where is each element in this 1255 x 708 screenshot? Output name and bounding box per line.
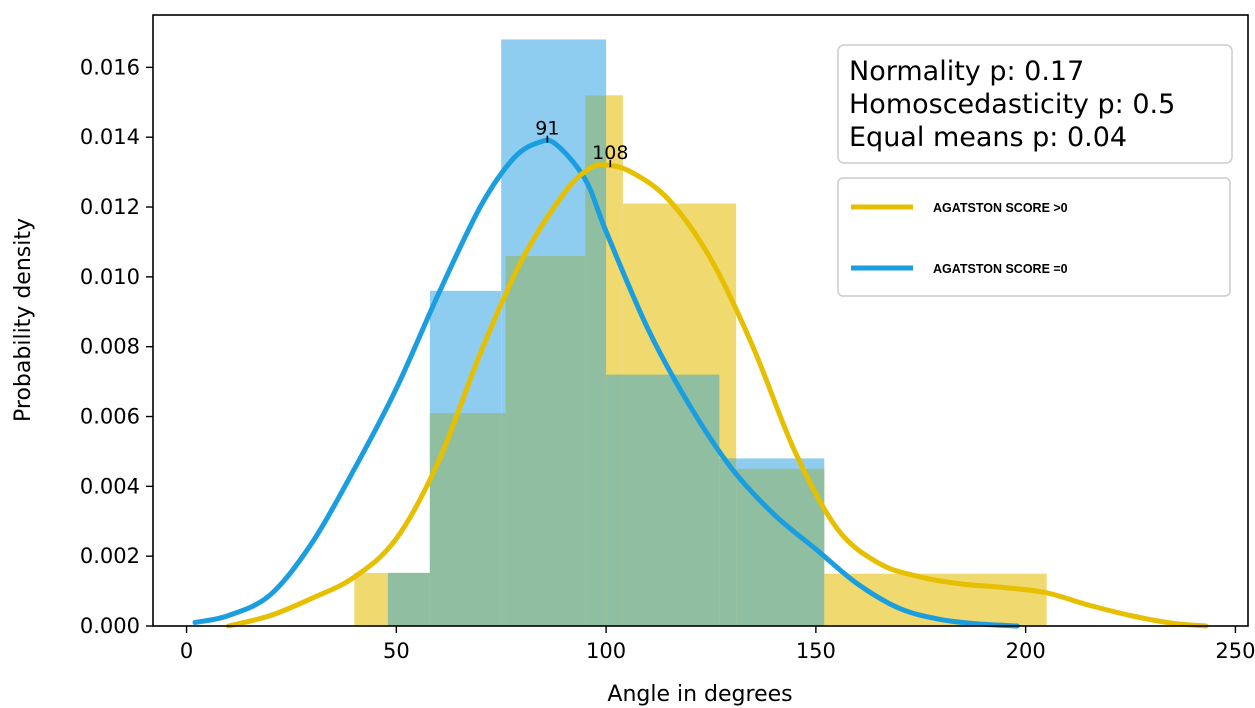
x-axis-label: Angle in degrees [607,682,792,707]
y-tick-label-5: 0.010 [80,265,140,289]
hist-overlap-1 [388,573,430,626]
legend-label-score-zero: AGATSTON SCORE =0 [933,262,1068,276]
y-axis-ticks: 0.000 0.002 0.004 0.006 0.008 0.010 0.012 0.014… [80,55,153,638]
hist-overlap-8 [719,458,736,626]
y-tick-label-6: 0.012 [80,195,140,219]
y-tick-label-1: 0.002 [80,544,140,568]
x-axis-ticks: 0 50 100 150 200 250 [180,626,1255,663]
legend-frame [838,178,1230,296]
stats-box: Normality p: 0.17 Homoscedasticity p: 0.… [838,45,1232,163]
hist-overlap-3 [501,413,505,626]
peak-label-series0: 91 [535,118,559,140]
x-tick-label-3: 150 [796,639,836,663]
x-tick-label-4: 200 [1006,639,1046,663]
y-tick-label-0: 0.000 [80,614,140,638]
y-tick-label-2: 0.004 [80,474,140,498]
y-tick-label-8: 0.016 [80,55,140,79]
legend-label-score-positive: AGATSTON SCORE >0 [933,201,1068,215]
stats-homoscedasticity: Homoscedasticity p: 0.5 [849,89,1175,120]
x-tick-label-2: 100 [586,639,626,663]
x-tick-label-5: 250 [1215,639,1255,663]
y-tick-label-7: 0.014 [80,125,140,149]
stats-normality: Normality p: 0.17 [849,56,1084,87]
y-tick-label-4: 0.008 [80,335,140,359]
stats-equal-means: Equal means p: 0.04 [849,122,1127,153]
hist-overlap-7 [623,375,719,626]
x-tick-label-0: 0 [180,639,193,663]
x-tick-label-1: 50 [383,639,410,663]
y-axis-label: Probability density [11,218,36,422]
hist-overlap-4 [505,256,585,626]
legend: AGATSTON SCORE >0 AGATSTON SCORE =0 [838,178,1230,296]
peak-label-series1: 108 [592,142,628,164]
hist-overlap-2 [430,413,501,626]
hist-overlap-5 [585,95,606,626]
y-tick-label-3: 0.006 [80,405,140,429]
hist-overlap-6 [606,375,623,626]
